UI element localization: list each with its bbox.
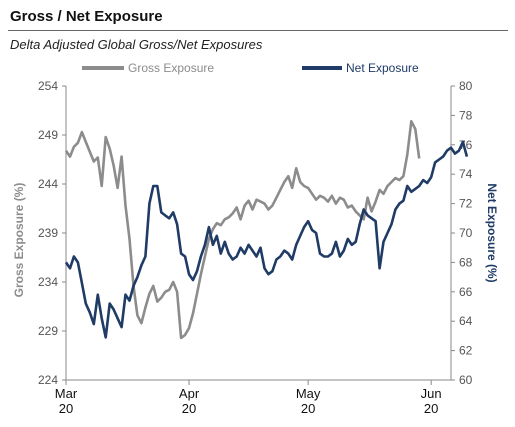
- left-tick-label: 244: [38, 177, 58, 191]
- right-tick-label: 68: [459, 255, 473, 269]
- series-line-net: [64, 140, 469, 339]
- right-tick-label: 78: [459, 108, 473, 122]
- x-tick-label-month: Mar: [55, 386, 78, 401]
- x-tick-label-year: 20: [182, 401, 196, 416]
- right-tick-label: 74: [459, 167, 473, 181]
- right-tick-label: 64: [459, 314, 473, 328]
- left-axis-ticks: 224 229 234 239 244 249 254: [38, 79, 66, 387]
- right-tick-label: 62: [459, 344, 473, 358]
- chart-title: Gross / Net Exposure: [10, 8, 163, 25]
- left-tick-label: 234: [38, 275, 58, 289]
- x-tick-label-year: 20: [59, 401, 73, 416]
- legend: Gross Exposure Net Exposure: [82, 61, 419, 75]
- left-tick-label: 249: [38, 128, 58, 142]
- right-axis-title: Net Exposure (%): [485, 183, 499, 282]
- x-tick-label-month: Jun: [421, 386, 442, 401]
- x-tick-label-month: May: [296, 386, 321, 401]
- left-tick-label: 239: [38, 226, 58, 240]
- x-tick-label-month: Apr: [179, 386, 200, 401]
- series-line-gross: [64, 120, 421, 340]
- chart-subtitle: Delta Adjusted Global Gross/Net Exposure…: [10, 37, 263, 52]
- legend-label-gross: Gross Exposure: [128, 61, 214, 75]
- right-tick-label: 70: [459, 226, 473, 240]
- axes: [65, 86, 452, 381]
- left-tick-label: 229: [38, 324, 58, 338]
- x-tick-label-year: 20: [301, 401, 315, 416]
- left-tick-label: 224: [38, 373, 58, 387]
- title-divider: [8, 30, 508, 31]
- right-tick-label: 72: [459, 197, 473, 211]
- right-tick-label: 66: [459, 285, 473, 299]
- legend-label-net: Net Exposure: [346, 61, 419, 75]
- right-tick-label: 80: [459, 79, 473, 93]
- left-axis-title: Gross Exposure (%): [12, 183, 26, 298]
- x-tick-label-year: 20: [424, 401, 438, 416]
- right-tick-label: 60: [459, 373, 473, 387]
- left-tick-label: 254: [38, 79, 58, 93]
